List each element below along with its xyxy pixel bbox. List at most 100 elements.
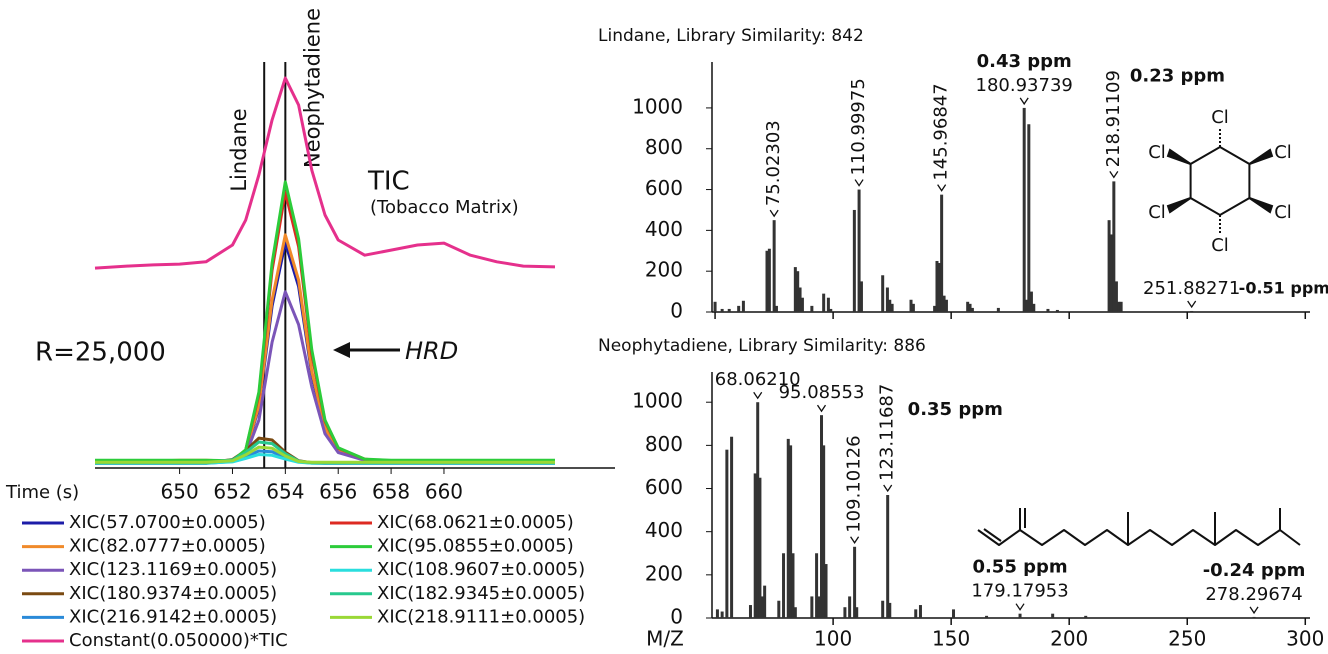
peak (888, 299, 892, 312)
peak-marker (850, 536, 860, 544)
peak (935, 260, 939, 312)
peak (727, 308, 731, 312)
peak (822, 445, 826, 618)
peak (820, 415, 824, 618)
peak (810, 596, 814, 618)
legend-label: Constant(0.050000)*TIC (69, 630, 288, 651)
annotation: TIC (367, 167, 410, 197)
annotation: HRD (405, 337, 458, 365)
peak (824, 564, 828, 618)
ring (1189, 145, 1251, 217)
peak-label: 251.88271 (1143, 278, 1240, 299)
legend-label: XIC(108.9607±0.0005) (377, 559, 585, 580)
wedge-bond (1166, 197, 1192, 214)
hrd-arrow (333, 342, 400, 358)
peak (763, 585, 767, 618)
atom-label: Cl (1211, 107, 1229, 128)
double-bond (983, 528, 1002, 542)
x-tick-label: 660 (425, 480, 463, 504)
series-line (94, 76, 556, 270)
peak-marker (816, 404, 827, 413)
peak (826, 297, 830, 312)
peak (1117, 301, 1121, 312)
peak (881, 275, 885, 312)
peak (848, 596, 852, 618)
ppm-label: -0.51 ppm (1239, 278, 1328, 297)
peak (881, 600, 885, 618)
y-tick-label: 0 (670, 299, 683, 323)
peak (933, 305, 937, 312)
peak-label: 95.08553 (779, 382, 865, 403)
y-tick-label: 600 (645, 475, 683, 499)
peak (1018, 613, 1022, 618)
peak (1107, 220, 1111, 312)
peak (852, 209, 856, 312)
chain (977, 529, 1301, 546)
x-tick-label: 658 (372, 480, 410, 504)
legend-label: XIC(68.0621±0.0005) (377, 512, 574, 533)
x-tick-label: 150 (932, 627, 970, 651)
peak (1190, 310, 1194, 312)
x-tick-label: 656 (319, 480, 357, 504)
peak (793, 607, 797, 618)
peak-marker (1249, 606, 1259, 615)
peak (737, 305, 741, 312)
peak (942, 295, 946, 312)
y-tick-label: 400 (645, 518, 683, 542)
atom-label: Cl (1148, 202, 1166, 223)
ppm-label: 0.23 ppm (1130, 65, 1225, 86)
legend-label: XIC(182.9345±0.0005) (377, 583, 585, 604)
wedge-bond (1248, 197, 1274, 214)
peak (791, 553, 795, 618)
peak (911, 303, 915, 312)
peak (730, 436, 734, 618)
peak (725, 449, 729, 618)
peak (796, 271, 800, 312)
peak (985, 615, 989, 618)
y-tick-label: 1000 (632, 94, 683, 118)
x-tick-label: 200 (1050, 627, 1088, 651)
peak-marker (1015, 603, 1025, 611)
peak (789, 445, 793, 618)
peak (1119, 301, 1123, 312)
peak (843, 607, 847, 618)
peak (1114, 281, 1118, 312)
legend-label: XIC(218.9111±0.0005) (377, 606, 585, 627)
peak (713, 301, 717, 312)
peak-marker (937, 184, 947, 192)
marker-label: Neophytadiene (300, 8, 324, 168)
peak (720, 308, 724, 312)
annotation: (Tobacco Matrix) (370, 197, 519, 218)
peak (829, 308, 833, 312)
peak (756, 402, 760, 618)
peak (918, 605, 922, 618)
peak (1051, 613, 1055, 618)
peak (857, 189, 861, 312)
peak (753, 473, 757, 618)
peak (944, 299, 948, 312)
peak (758, 477, 762, 618)
peak-label: 75.02303 (763, 120, 784, 206)
legend-label: XIC(123.1169±0.0005) (69, 559, 277, 580)
chart-title: Lindane, Library Similarity: 842 (598, 26, 864, 46)
peak (765, 250, 769, 312)
y-tick-label: 0 (670, 605, 683, 629)
x-tick-label: 250 (1168, 627, 1206, 651)
legend-label: XIC(57.0700±0.0005) (69, 512, 266, 533)
peak (968, 303, 972, 312)
y-tick-label: 1000 (632, 389, 683, 413)
series-line (95, 445, 555, 464)
peak-marker (1109, 171, 1119, 179)
peak (970, 307, 974, 312)
peak (1055, 309, 1059, 312)
x-tick-label: 300 (1286, 627, 1324, 651)
ppm-label: 0.43 ppm (977, 51, 1072, 72)
x-tick-label: 652 (213, 480, 251, 504)
peak (1046, 308, 1050, 312)
peak (890, 303, 894, 312)
y-tick-label: 200 (645, 258, 683, 282)
peak-label: 218.91109 (1103, 70, 1124, 167)
atom-label: Cl (1274, 142, 1292, 163)
peak (815, 553, 819, 618)
peak-label: 145.96847 (931, 83, 952, 180)
